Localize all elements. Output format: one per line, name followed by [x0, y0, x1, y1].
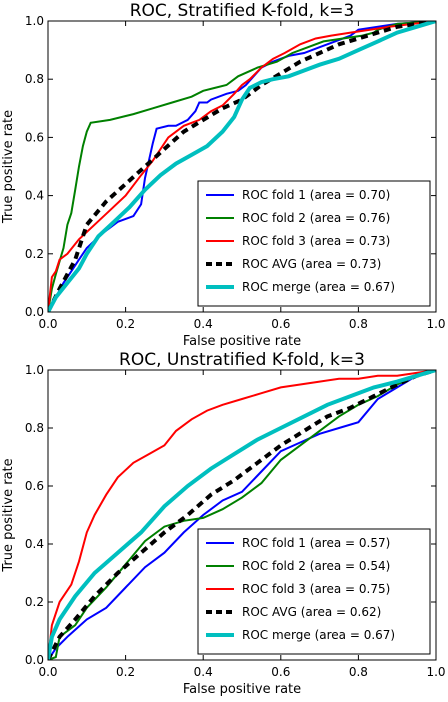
x-tick-label: 0.8 — [349, 665, 368, 679]
y-tick-label: 1.0 — [25, 14, 44, 28]
series-line-1 — [48, 370, 436, 660]
series-group — [48, 21, 436, 312]
plot-frame — [47, 369, 437, 661]
legend-label-3: ROC fold 3 (area = 0.75) — [242, 582, 390, 596]
legend-box — [197, 528, 431, 655]
x-tick-label: 0.0 — [38, 317, 57, 331]
series-line-4 — [48, 370, 436, 660]
y-tick-label: 1.0 — [25, 363, 44, 377]
legend: ROC fold 1 (area = 0.70) ROC fold 2 (area… — [197, 180, 431, 307]
series-line-1 — [48, 21, 436, 312]
legend-label-1: ROC fold 1 (area = 0.57) — [242, 536, 390, 550]
legend-label-2: ROC fold 2 (area = 0.54) — [242, 559, 390, 573]
y-tick-label: 0.2 — [25, 247, 44, 261]
legend-label-3: ROC fold 3 (area = 0.73) — [242, 234, 390, 248]
legend-label-1: ROC fold 1 (area = 0.70) — [242, 188, 390, 202]
series-line-3 — [48, 21, 436, 312]
y-tick-label: 0.2 — [25, 595, 44, 609]
x-tick-label: 0.6 — [271, 665, 290, 679]
x-tick-label: 1.0 — [426, 665, 445, 679]
legend-label-4: ROC AVG (area = 0.62) — [242, 605, 381, 619]
x-tick-label: 0.0 — [38, 665, 57, 679]
y-axis-label: True positive rate — [1, 458, 16, 572]
x-axis-label: False positive rate — [183, 682, 301, 697]
x-tick-label: 0.8 — [349, 317, 368, 331]
x-tick-label: 0.6 — [271, 317, 290, 331]
legend-label-2: ROC fold 2 (area = 0.76) — [242, 211, 390, 225]
chart-2: ROC, Unstratified K-fold, k=3 0.0 0.2 0.4 0.… — [1, 350, 446, 697]
y-tick-label: 0.8 — [25, 421, 44, 435]
y-tick-label: 0.0 — [25, 653, 44, 667]
legend-label-5: ROC merge (area = 0.67) — [242, 628, 395, 642]
chart-title: ROC, Unstratified K-fold, k=3 — [119, 350, 365, 370]
chart-title: ROC, Stratified K-fold, k=3 — [130, 1, 355, 21]
plot-frame — [47, 20, 437, 313]
y-tick-label: 0.8 — [25, 72, 44, 86]
series-line-5 — [48, 370, 436, 660]
x-tick-label: 0.4 — [194, 317, 213, 331]
y-tick-label: 0.6 — [25, 479, 44, 493]
x-tick-label: 0.2 — [116, 317, 135, 331]
y-tick-label: 0.4 — [25, 537, 44, 551]
y-tick-label: 0.0 — [25, 305, 44, 319]
x-axis-label: False positive rate — [183, 334, 301, 349]
series-line-3 — [48, 370, 436, 660]
x-tick-label: 0.2 — [116, 665, 135, 679]
y-axis-label: True positive rate — [1, 110, 16, 224]
legend-box — [197, 180, 431, 307]
series-line-5 — [48, 21, 436, 312]
series-line-2 — [48, 21, 436, 312]
legend: ROC fold 1 (area = 0.57) ROC fold 2 (area… — [197, 528, 431, 655]
y-tick-label: 0.6 — [25, 130, 44, 144]
legend-label-4: ROC AVG (area = 0.73) — [242, 257, 381, 271]
chart-1: ROC, Stratified K-fold, k=3 0.0 0.2 0.4 0.6 0… — [1, 1, 446, 349]
series-line-4 — [48, 21, 436, 312]
x-tick-label: 1.0 — [426, 317, 445, 331]
y-tick-label: 0.4 — [25, 189, 44, 203]
x-tick-label: 0.4 — [194, 665, 213, 679]
series-group — [48, 370, 436, 660]
legend-label-5: ROC merge (area = 0.67) — [242, 280, 395, 294]
